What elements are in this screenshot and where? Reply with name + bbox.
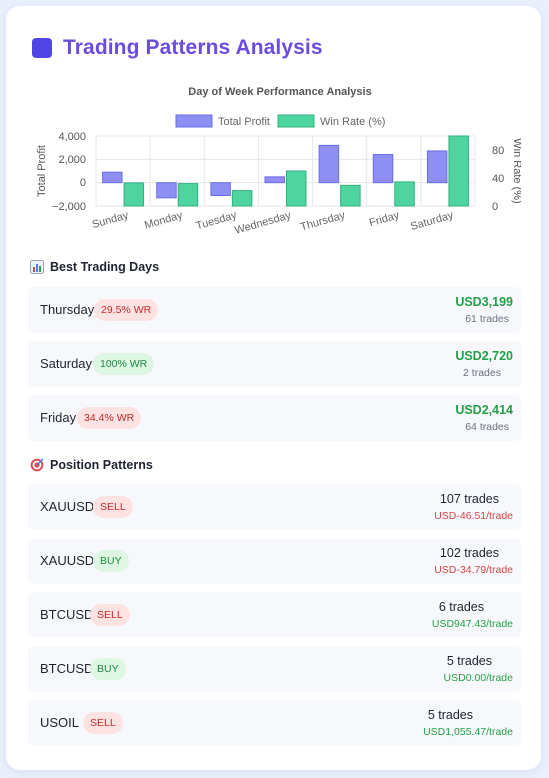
- legend-label-win-rate[interactable]: Win Rate (%): [320, 116, 385, 128]
- day-name: Friday: [40, 410, 77, 425]
- chart-bars: [102, 135, 469, 207]
- trade-count: 6 trades: [438, 600, 484, 614]
- side-badge: SELL: [90, 604, 130, 626]
- y-axis-right-ticks: 80 40 0: [492, 145, 504, 213]
- y2-axis-label: Win Rate (%): [511, 138, 521, 203]
- day-trades: 64 trades: [465, 421, 509, 433]
- chart-grid: [95, 135, 476, 207]
- square-icon: [32, 38, 52, 58]
- position-patterns-title: Position Patterns: [30, 458, 153, 472]
- y-tick-label: −2,000: [52, 201, 86, 213]
- symbol: BTCUSD: [40, 607, 94, 622]
- bar-win-rate-friday: [394, 181, 415, 207]
- position-patterns-title-text: Position Patterns: [50, 458, 153, 472]
- symbol: BTCUSD: [40, 661, 94, 676]
- best-days-title: Best Trading Days: [30, 260, 159, 274]
- day-profit: USD2,720: [455, 349, 513, 363]
- bar-total-profit-friday: [372, 154, 394, 184]
- bar-total-profit-thursday: [318, 144, 340, 184]
- trade-count: 5 trades: [427, 708, 473, 722]
- x-tick-label: Saturday: [409, 209, 455, 233]
- position-row-usoil-sell[interactable]: USOIL SELL 5 trades USD1,055.47/trade: [28, 700, 521, 746]
- x-tick-label: Wednesday: [233, 209, 292, 237]
- bar-win-rate-wednesday: [286, 170, 307, 207]
- page-title: Trading Patterns Analysis: [63, 36, 323, 59]
- position-row-btcusd-sell[interactable]: BTCUSD SELL 6 trades USD947.43/trade: [28, 592, 521, 638]
- y-tick-label: 4,000: [58, 131, 86, 143]
- legend-swatch-win-rate: [277, 114, 315, 128]
- y-axis-label: Total Profit: [36, 145, 48, 197]
- bar-total-profit-wednesday: [264, 176, 286, 184]
- position-row-btcusd-buy[interactable]: BTCUSD BUY 5 trades USD0.00/trade: [28, 646, 521, 692]
- best-day-row-friday[interactable]: Friday 34.4% WR USD2,414 64 trades: [28, 395, 521, 441]
- bar-win-rate-thursday: [340, 184, 361, 207]
- y-tick-label: 2,000: [58, 154, 86, 166]
- x-tick-label: Thursday: [299, 209, 347, 233]
- day-trades: 61 trades: [465, 313, 509, 325]
- target-icon: [30, 458, 44, 472]
- x-tick-label: Sunday: [91, 209, 131, 231]
- per-trade-value: USD-46.51/trade: [434, 510, 513, 522]
- bar-win-rate-saturday: [448, 135, 469, 207]
- bar-win-rate-monday: [177, 183, 199, 207]
- bar-win-rate-tuesday: [231, 190, 253, 207]
- side-badge: SELL: [93, 496, 133, 518]
- trade-count: 102 trades: [439, 546, 499, 560]
- y-tick-label: 0: [80, 177, 86, 189]
- day-of-week-chart: Day of Week Performance Analysis Total P…: [26, 78, 521, 253]
- trade-count: 5 trades: [446, 654, 492, 668]
- bar-total-profit-sunday: [102, 171, 123, 184]
- win-rate-badge: 29.5% WR: [94, 299, 159, 321]
- side-badge: BUY: [93, 550, 129, 572]
- per-trade-value: USD-34.79/trade: [434, 564, 513, 576]
- chart-legend: Total Profit Win Rate (%): [175, 114, 385, 128]
- per-trade-value: USD1,055.47/trade: [423, 726, 513, 738]
- bar-total-profit-monday: [156, 182, 177, 199]
- x-tick-label: Monday: [143, 209, 184, 231]
- day-name: Saturday: [40, 356, 93, 371]
- legend-swatch-total-profit: [175, 114, 213, 128]
- x-tick-label: Friday: [368, 209, 401, 229]
- best-days-title-text: Best Trading Days: [50, 260, 160, 274]
- bar-total-profit-saturday: [426, 150, 448, 184]
- position-row-xauusd-sell[interactable]: XAUUSD SELL 107 trades USD-46.51/trade: [28, 484, 521, 530]
- bar-chart-icon: [30, 260, 44, 274]
- patterns-card: Trading Patterns Analysis Day of Week Pe…: [6, 6, 541, 770]
- symbol: USOIL: [40, 715, 80, 730]
- day-trades: 2 trades: [463, 367, 501, 379]
- day-name: Thursday: [40, 302, 95, 317]
- position-row-xauusd-buy[interactable]: XAUUSD BUY 102 trades USD-34.79/trade: [28, 538, 521, 584]
- bar-win-rate-sunday: [123, 182, 145, 207]
- win-rate-badge: 100% WR: [93, 353, 155, 375]
- y2-tick-label: 80: [492, 145, 504, 157]
- side-badge: BUY: [90, 658, 126, 680]
- win-rate-badge: 34.4% WR: [77, 407, 142, 429]
- x-tick-label: Tuesday: [195, 209, 239, 232]
- bar-total-profit-tuesday: [210, 182, 231, 196]
- per-trade-value: USD947.43/trade: [431, 618, 513, 630]
- day-profit: USD2,414: [455, 403, 513, 417]
- best-day-row-thursday[interactable]: Thursday 29.5% WR USD3,199 61 trades: [28, 287, 521, 333]
- symbol: XAUUSD: [40, 553, 95, 568]
- per-trade-value: USD0.00/trade: [443, 672, 513, 684]
- side-badge: SELL: [83, 712, 123, 734]
- symbol: XAUUSD: [40, 499, 95, 514]
- y2-tick-label: 40: [492, 173, 504, 185]
- chart-title: Day of Week Performance Analysis: [188, 86, 371, 98]
- y-axis-left-ticks: 4,000 2,000 0 −2,000: [52, 131, 86, 213]
- day-profit: USD3,199: [455, 295, 513, 309]
- chart-svg: Day of Week Performance Analysis Total P…: [36, 86, 521, 237]
- y2-tick-label: 0: [492, 201, 498, 213]
- legend-label-total-profit[interactable]: Total Profit: [218, 116, 270, 128]
- best-day-row-saturday[interactable]: Saturday 100% WR USD2,720 2 trades: [28, 341, 521, 387]
- card-header: Trading Patterns Analysis: [32, 36, 323, 60]
- trade-count: 107 trades: [439, 492, 499, 506]
